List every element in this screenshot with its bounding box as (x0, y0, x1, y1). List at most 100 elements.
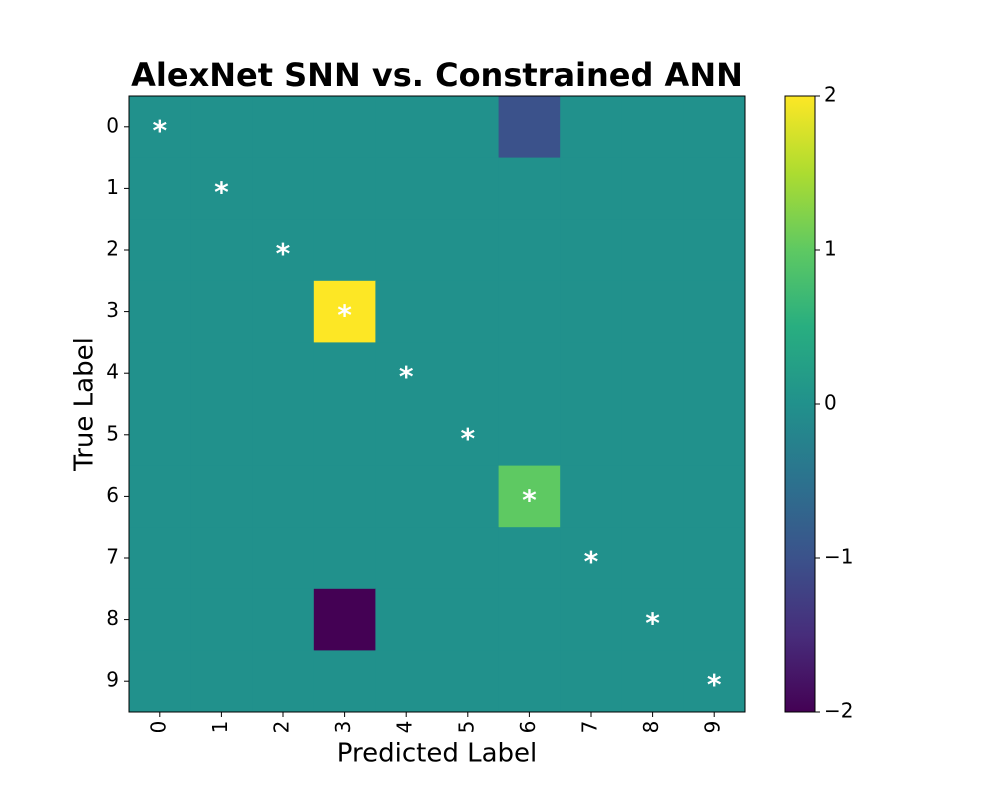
heatmap-cell (437, 280, 500, 343)
heatmap-cell (252, 157, 315, 220)
x-tick-label: 4 (393, 721, 417, 734)
colorbar (785, 96, 815, 712)
heatmap-cell (498, 280, 561, 343)
heatmap-cell (313, 342, 376, 405)
y-tick-label: 4 (106, 360, 119, 384)
heatmap-cell (498, 404, 561, 467)
heatmap-cell (313, 219, 376, 282)
heatmap-cell (498, 650, 561, 713)
heatmap-cell (190, 157, 253, 220)
y-axis-label: True Label (70, 337, 100, 472)
heatmap-cell (498, 342, 561, 405)
heatmap-cell (129, 219, 192, 282)
heatmap-cell (313, 404, 376, 467)
cell-label: * (214, 175, 229, 208)
heatmap-cell (683, 219, 746, 282)
heatmap-cell (498, 527, 561, 590)
heatmap-cell (375, 157, 438, 220)
heatmap-cell (437, 588, 500, 651)
cell-label: * (276, 237, 291, 270)
y-tick-label: 9 (106, 668, 119, 692)
cell-label: * (522, 483, 537, 516)
heatmap-cell (129, 96, 192, 159)
heatmap-cell (252, 588, 315, 651)
heatmap-cell (437, 465, 500, 528)
x-tick-label: 0 (146, 721, 170, 734)
heatmap-cell (683, 280, 746, 343)
heatmap-cell (560, 588, 623, 651)
heatmap-cell (313, 465, 376, 528)
colorbar-tick-label: 1 (824, 237, 837, 261)
heatmap-cell (560, 96, 623, 159)
heatmap-cell (375, 465, 438, 528)
cell-label: * (584, 545, 599, 578)
heatmap-cell (252, 465, 315, 528)
colorbar-tick-label: 0 (824, 391, 837, 415)
heatmap-cell (190, 280, 253, 343)
chart-title: AlexNet SNN vs. Constrained ANN (131, 56, 743, 94)
x-tick-label: 1 (208, 721, 232, 734)
x-tick-label: 5 (454, 721, 478, 734)
heatmap-cell (621, 588, 684, 651)
y-tick-label: 8 (106, 606, 119, 630)
heatmap-cell (560, 342, 623, 405)
heatmap-cell (129, 342, 192, 405)
heatmap-cell (190, 465, 253, 528)
heatmap-cell (560, 650, 623, 713)
heatmap-cell (252, 280, 315, 343)
cell-label: * (460, 422, 475, 455)
heatmap-cell (375, 404, 438, 467)
heatmap-cell (313, 650, 376, 713)
heatmap-cell (129, 157, 192, 220)
heatmap-cell (621, 96, 684, 159)
heatmap-cell (313, 280, 376, 343)
heatmap-cell (190, 96, 253, 159)
heatmap-cell (683, 342, 746, 405)
y-tick-label: 3 (106, 298, 119, 322)
colorbar-tick-label: −2 (824, 699, 853, 723)
cell-label: * (337, 299, 352, 332)
cell-label: * (399, 360, 414, 393)
heatmap-cell (560, 527, 623, 590)
heatmap-cell (560, 404, 623, 467)
heatmap-cell (560, 465, 623, 528)
y-tick-label: 2 (106, 237, 119, 261)
heatmap-cell (375, 219, 438, 282)
x-axis-label: Predicted Label (337, 739, 537, 769)
heatmap-cell (498, 96, 561, 159)
heatmap-cell (621, 527, 684, 590)
heatmap-cell (375, 280, 438, 343)
axes-frame (128, 95, 746, 713)
heatmap-cell (129, 404, 192, 467)
heatmap-cell (498, 465, 561, 528)
cell-label: * (645, 607, 660, 640)
heatmap-cell (375, 96, 438, 159)
heatmap-cell (129, 280, 192, 343)
heatmap-cell (621, 465, 684, 528)
y-tick-label: 0 (106, 113, 119, 137)
colorbar-tick-label: −1 (824, 545, 853, 569)
heatmap-cell (190, 404, 253, 467)
heatmap-cell (252, 342, 315, 405)
heatmap-cell (190, 588, 253, 651)
heatmap-cell (252, 650, 315, 713)
heatmap-cell (621, 342, 684, 405)
heatmap-cell (375, 527, 438, 590)
x-tick-label: 3 (331, 721, 355, 734)
x-tick-label: 6 (516, 721, 540, 734)
y-tick-label: 6 (106, 483, 119, 507)
heatmap-cell (313, 96, 376, 159)
heatmap-cell (190, 219, 253, 282)
heatmap-cell (683, 527, 746, 590)
heatmap-cell (683, 157, 746, 220)
heatmap-cell (437, 157, 500, 220)
x-tick-label: 8 (639, 721, 663, 734)
heatmap-cell (621, 650, 684, 713)
x-tick-label: 7 (578, 721, 602, 734)
heatmap-cell (683, 650, 746, 713)
heatmap-cell (621, 280, 684, 343)
y-tick-label: 5 (106, 421, 119, 445)
heatmap-cell (437, 404, 500, 467)
heatmap-cell (621, 404, 684, 467)
